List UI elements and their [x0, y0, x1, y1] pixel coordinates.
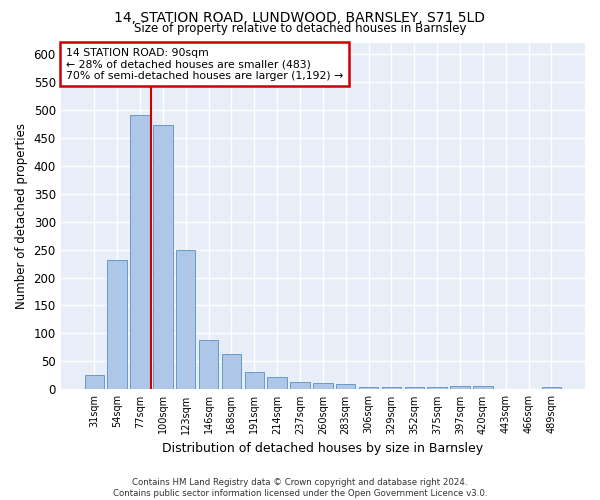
- Bar: [496, 389, 515, 390]
- Text: Size of property relative to detached houses in Barnsley: Size of property relative to detached ho…: [134, 22, 466, 35]
- Bar: [199, 340, 218, 390]
- Bar: [130, 115, 149, 390]
- Y-axis label: Number of detached properties: Number of detached properties: [15, 123, 28, 309]
- Text: 14 STATION ROAD: 90sqm
← 28% of detached houses are smaller (483)
70% of semi-de: 14 STATION ROAD: 90sqm ← 28% of detached…: [66, 48, 343, 81]
- Bar: [107, 260, 127, 390]
- Bar: [268, 376, 287, 390]
- X-axis label: Distribution of detached houses by size in Barnsley: Distribution of detached houses by size …: [162, 442, 484, 455]
- Bar: [382, 387, 401, 390]
- Bar: [221, 354, 241, 390]
- Text: Contains HM Land Registry data © Crown copyright and database right 2024.
Contai: Contains HM Land Registry data © Crown c…: [113, 478, 487, 498]
- Bar: [153, 126, 173, 390]
- Bar: [245, 372, 264, 390]
- Bar: [427, 387, 447, 390]
- Bar: [176, 250, 196, 390]
- Bar: [404, 387, 424, 390]
- Bar: [290, 382, 310, 390]
- Bar: [542, 386, 561, 390]
- Bar: [336, 384, 355, 390]
- Bar: [85, 375, 104, 390]
- Bar: [450, 386, 470, 390]
- Bar: [359, 386, 378, 390]
- Text: 14, STATION ROAD, LUNDWOOD, BARNSLEY, S71 5LD: 14, STATION ROAD, LUNDWOOD, BARNSLEY, S7…: [115, 11, 485, 25]
- Bar: [313, 384, 332, 390]
- Bar: [519, 389, 538, 390]
- Bar: [473, 386, 493, 390]
